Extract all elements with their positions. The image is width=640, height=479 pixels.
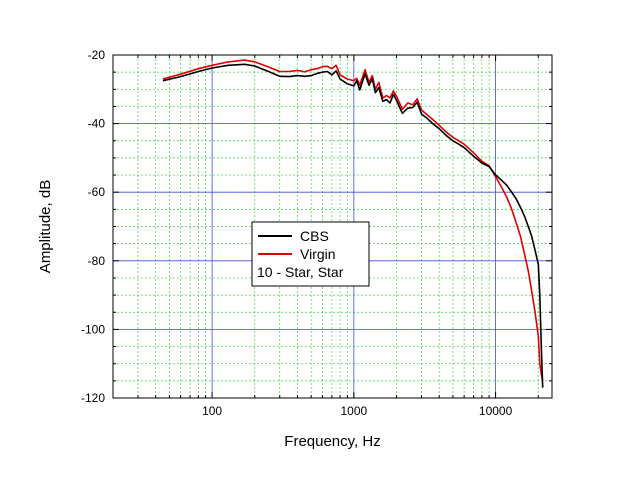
y-axis-title: Amplitude, dB <box>37 180 54 273</box>
major-grid <box>113 55 552 398</box>
tick-labels: 100 1000 10000 -20 -40 -60 -80 -100 -120 <box>81 48 513 418</box>
y-tick-label: -120 <box>81 391 105 405</box>
y-tick-label: -60 <box>88 185 106 199</box>
legend-label-virgin: Virgin <box>300 246 336 262</box>
legend-caption: 10 - Star, Star <box>257 264 344 280</box>
series-line-virgin <box>162 59 544 382</box>
legend-label-cbs: CBS <box>300 228 329 244</box>
series-layer <box>162 59 544 388</box>
y-tick-label: -40 <box>88 117 106 131</box>
minor-grid <box>112 55 552 398</box>
x-tick-label: 10000 <box>479 404 513 418</box>
legend: CBS Virgin 10 - Star, Star <box>251 221 370 287</box>
y-tick-label: -100 <box>81 322 105 336</box>
x-axis-title: Frequency, Hz <box>284 433 380 450</box>
series-line-cbs <box>162 63 544 388</box>
y-tick-label: -80 <box>88 254 106 268</box>
x-tick-label: 100 <box>202 404 222 418</box>
x-tick-label: 1000 <box>340 404 367 418</box>
y-tick-label: -20 <box>88 48 106 62</box>
axis-ticks <box>112 54 552 399</box>
